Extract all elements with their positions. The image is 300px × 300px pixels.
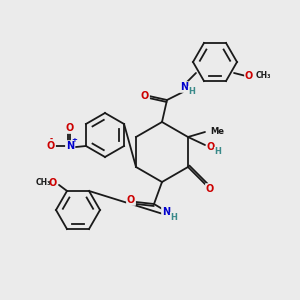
Text: O: O: [245, 71, 253, 81]
Text: N: N: [66, 141, 74, 151]
Text: +: +: [71, 137, 77, 143]
Text: H: H: [214, 148, 221, 157]
Text: O: O: [49, 178, 57, 188]
Text: N: N: [162, 207, 170, 217]
Text: O: O: [207, 142, 215, 152]
Text: H: H: [171, 212, 177, 221]
Text: O: O: [206, 184, 214, 194]
Text: H: H: [189, 86, 195, 95]
Text: N: N: [180, 82, 188, 92]
Text: O: O: [141, 91, 149, 101]
Text: CH₃: CH₃: [256, 71, 272, 80]
Text: Me: Me: [210, 127, 224, 136]
Text: O: O: [66, 123, 74, 133]
Text: -: -: [50, 134, 52, 143]
Text: O: O: [47, 141, 55, 151]
Text: O: O: [127, 195, 135, 205]
Text: CH₃: CH₃: [36, 178, 52, 188]
